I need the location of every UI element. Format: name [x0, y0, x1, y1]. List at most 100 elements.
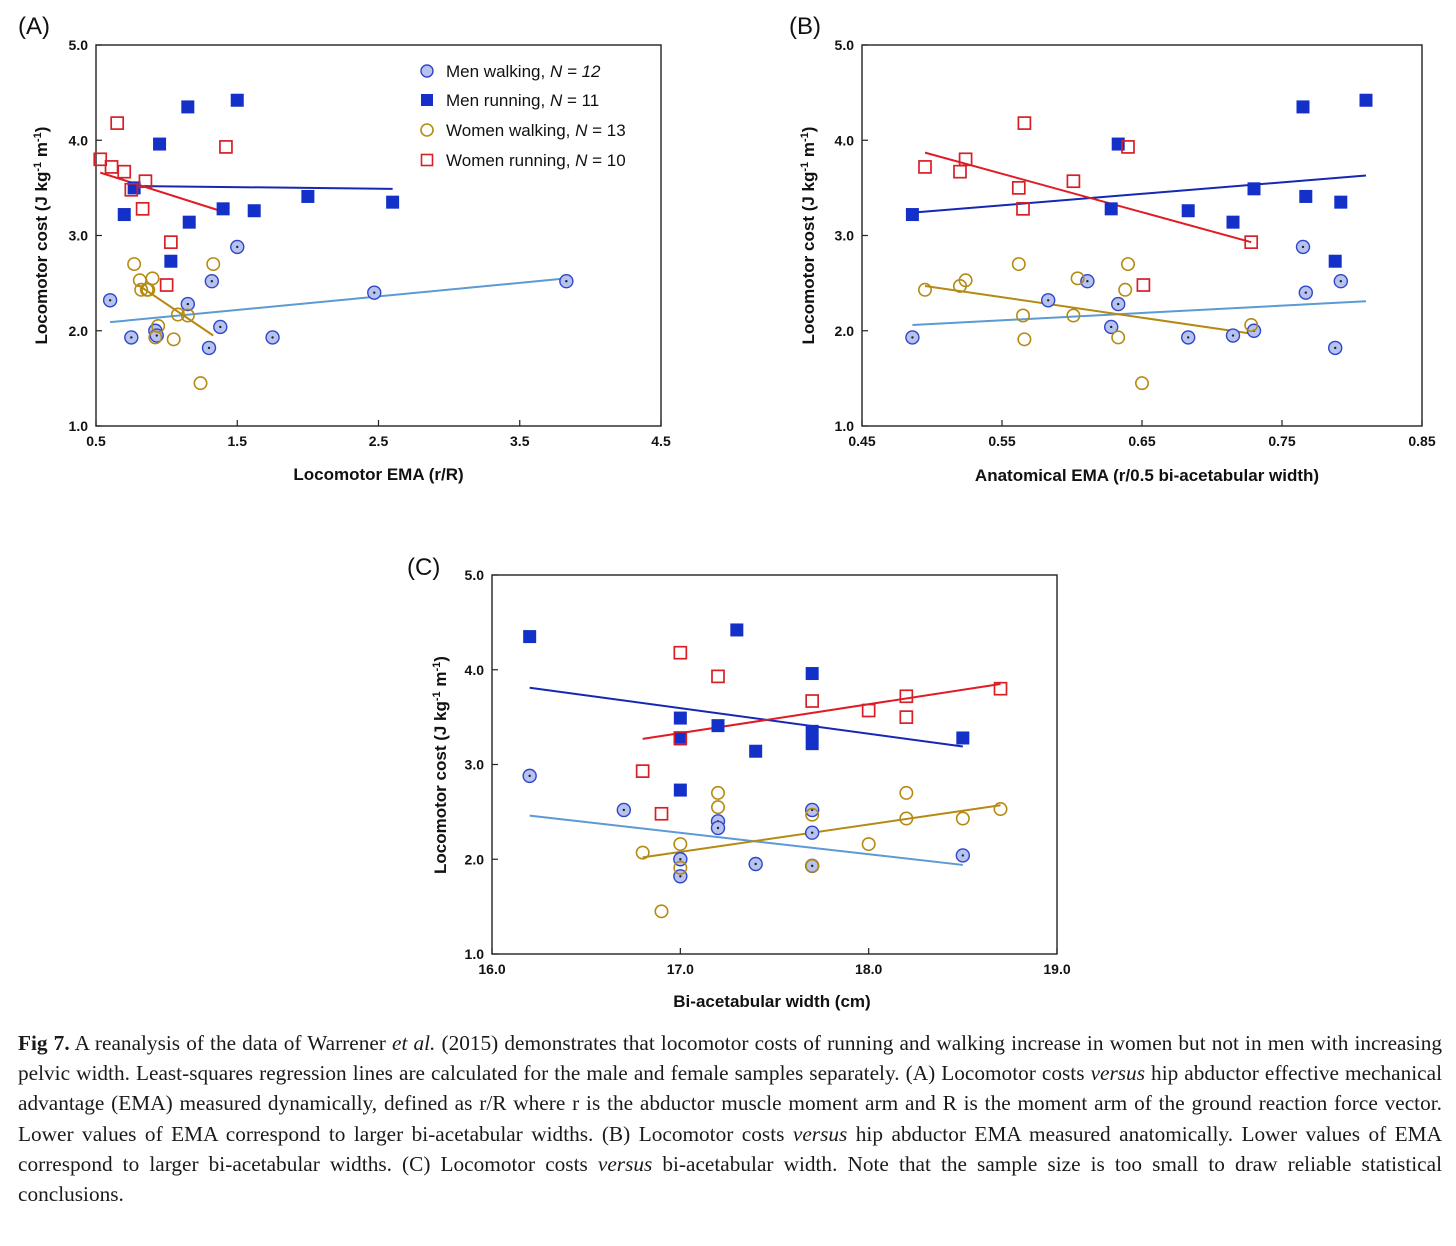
- caption-figure-label: Fig 7.: [18, 1031, 70, 1055]
- panel-a-trendlines: [99, 171, 567, 337]
- panel-a-point-men-walking: [265, 330, 280, 345]
- panel-c-x-tick-label: 18.0: [855, 961, 882, 977]
- panel-a-trendline-men-walking: [110, 277, 567, 324]
- panel-b-point-women-walking: [1015, 308, 1030, 323]
- panel-a-point-men-walking: [204, 274, 220, 289]
- panel-b-point-women-walking: [1017, 332, 1032, 347]
- panel-b-point-men-walking: [1327, 340, 1343, 356]
- panel-c-point-women-walking: [673, 837, 688, 852]
- panel-b-point-women-walking: [1121, 257, 1136, 272]
- panel-c-point-men-walking: [522, 768, 537, 784]
- panel-c-point-women-walking: [861, 837, 876, 852]
- panel-a-point-women-running: [104, 160, 119, 174]
- panel-c-point-women-running: [673, 645, 688, 660]
- legend-women-walking-n: N: [575, 121, 588, 140]
- panel-b-plot-area: [861, 44, 1423, 427]
- panel-b-point-women-running: [1017, 116, 1032, 130]
- panel-c-point-women-walking: [635, 845, 650, 860]
- panel-a-point-women-walking: [139, 282, 154, 297]
- panel-b-point-women-walking: [1011, 257, 1026, 272]
- panel-c-point-women-walking: [805, 807, 820, 822]
- panel-c-plot-area: [491, 574, 1058, 955]
- panel-c-point-men-running: [673, 783, 687, 797]
- panel-c-point-women-walking: [899, 811, 914, 826]
- legend-women-running-count: = 10: [587, 151, 625, 170]
- panel-c-x-tick-label: 16.0: [478, 961, 505, 977]
- panel-a-point-men-running: [182, 215, 196, 229]
- panel-a-point-men-running: [216, 202, 230, 216]
- panel-a: (A) 0.5 1.5 2.5 3.5 4.5 1.0 2.0 3.0 4.0 5.0 Locom…: [18, 13, 671, 484]
- panel-c-x-tick-label: 19.0: [1043, 961, 1070, 977]
- panel-a-point-men-walking: [367, 285, 382, 300]
- legend-men-walking-n: N: [550, 62, 563, 81]
- panel-a-point-men-walking: [180, 296, 196, 312]
- panel-c-point-men-running: [673, 711, 687, 725]
- panel-b-y-tick-label: 1.0: [835, 418, 855, 434]
- panel-b-point-women-running: [1244, 235, 1259, 250]
- panel-c-point-men-running: [805, 724, 819, 738]
- panel-b-point-men-running: [1359, 93, 1373, 107]
- caption-versus-2: versus: [792, 1121, 848, 1146]
- panel-b-point-men-walking: [1103, 319, 1119, 335]
- panel-b-x-tick-label: 0.65: [1128, 433, 1155, 449]
- panel-c-point-women-walking: [993, 802, 1008, 817]
- panel-b-y-tick-label: 3.0: [835, 228, 855, 244]
- panel-a-point-men-running: [230, 93, 244, 107]
- panel-a-point-men-running: [153, 137, 167, 151]
- panel-b-point-men-walking: [1225, 328, 1241, 343]
- panel-b-point-women-walking: [1118, 282, 1133, 297]
- panel-a-label: (A): [18, 13, 50, 40]
- legend-men-walking-label: Men walking,: [446, 62, 550, 81]
- panel-a-y-tick-label: 1.0: [69, 418, 89, 434]
- panel-b-point-men-walking: [1180, 330, 1196, 345]
- panel-b-point-men-walking: [1333, 274, 1349, 289]
- caption-versus-1: versus: [1090, 1061, 1145, 1086]
- panel-c-point-women-running: [673, 731, 688, 745]
- panel-c-x-tick-label: 17.0: [667, 961, 694, 977]
- panel-b-point-women-running: [1136, 278, 1151, 292]
- panel-c-point-men-running: [523, 630, 537, 644]
- panel-c-y-tick-label: 1.0: [465, 946, 485, 962]
- panel-a-point-women-walking: [193, 376, 208, 391]
- panel-c-point-women-running: [993, 681, 1008, 696]
- panel-c-x-axis-title: Bi-acetabular width (cm): [673, 992, 870, 1011]
- panel-a-point-men-running: [301, 189, 315, 203]
- figure-7-charts: (A) 0.5 1.5 2.5 3.5 4.5 1.0 2.0 3.0 4.0 5.0 Locom…: [18, 13, 1436, 1011]
- panel-c-trendlines: [529, 682, 1001, 866]
- legend-men-running-n: N: [550, 91, 563, 110]
- panel-b-trendline-women-running: [924, 151, 1252, 244]
- panel-b-point-men-running: [1328, 254, 1342, 268]
- panel-a-y-tick-label: 3.0: [69, 228, 89, 244]
- panel-b-x-tick-label: 0.85: [1408, 433, 1435, 449]
- panel-a-point-men-running: [247, 204, 261, 218]
- panel-a-point-women-walking: [134, 282, 149, 297]
- panel-b-point-women-walking: [1244, 318, 1259, 333]
- panel-b-point-men-running: [1296, 100, 1310, 114]
- panel-c-ticks: 16.0 17.0 18.0 19.0 1.0 2.0 3.0 4.0 5.0: [465, 567, 1071, 977]
- panel-c-point-men-walking: [804, 802, 820, 818]
- panel-c-point-men-walking: [710, 820, 726, 836]
- panel-b-point-women-running: [1011, 181, 1026, 195]
- panel-a-trendline-men-running: [131, 184, 393, 190]
- panel-c-point-women-running: [899, 710, 914, 724]
- panel-a-points: [93, 93, 574, 391]
- panel-c-point-men-walking: [955, 848, 971, 863]
- legend: Men walking, N = 12 Men running, N = 11 …: [420, 62, 626, 170]
- panel-a-point-men-walking: [201, 340, 217, 356]
- legend-item-women-walking: Women walking, N = 13: [420, 121, 626, 140]
- panel-b-point-men-walking: [1110, 296, 1126, 312]
- panel-b-x-tick-label: 0.75: [1268, 433, 1295, 449]
- panel-c-point-men-running: [711, 719, 725, 733]
- panel-c-point-men-running: [730, 623, 744, 637]
- legend-item-men-walking: Men walking, N = 12: [420, 62, 601, 81]
- panel-b-x-tick-label: 0.55: [988, 433, 1015, 449]
- panel-a-point-women-running: [138, 174, 153, 189]
- panel-a-trendline-women-running: [99, 171, 227, 214]
- panel-c-point-men-walking: [804, 825, 820, 840]
- figure-caption: Fig 7. A reanalysis of the data of Warre…: [18, 1028, 1442, 1209]
- panel-c-trendline-men-walking: [529, 814, 963, 866]
- panel-b-point-men-running: [1247, 182, 1261, 196]
- panel-b: (B) 0.45 0.55 0.65 0.75 0.851.02.03.04.05.0 …: [789, 13, 1436, 485]
- caption-et-al: et al.: [392, 1031, 436, 1055]
- panel-b-point-women-running: [958, 152, 973, 167]
